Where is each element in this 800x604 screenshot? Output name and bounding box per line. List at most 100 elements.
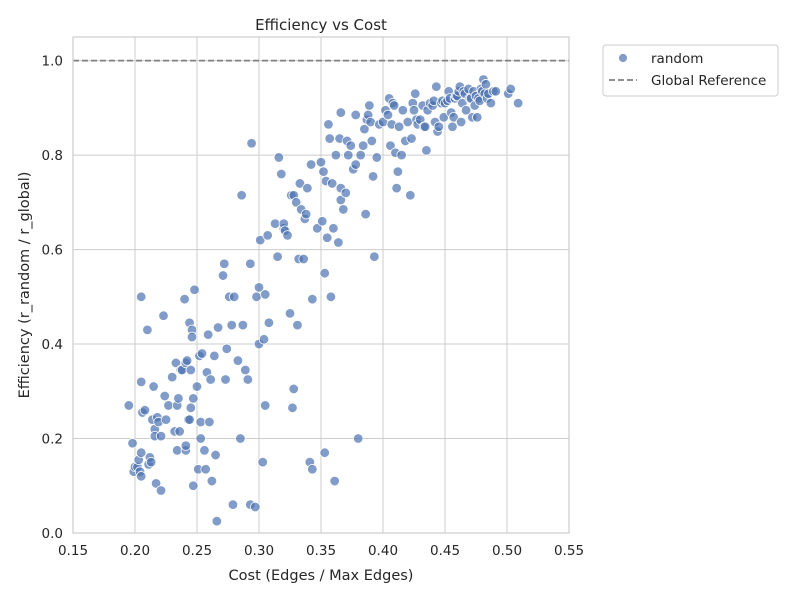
- data-point: [269, 218, 281, 229]
- data-point: [245, 258, 256, 269]
- data-point: [335, 194, 347, 206]
- data-point: [338, 204, 349, 215]
- data-point: [242, 374, 254, 385]
- data-point: [191, 381, 203, 392]
- data-point: [206, 475, 218, 487]
- data-point: [250, 501, 261, 513]
- data-point: [217, 270, 229, 281]
- data-point: [323, 119, 334, 130]
- data-point: [355, 149, 366, 161]
- data-point: [228, 291, 240, 303]
- data-point: [188, 480, 199, 491]
- data-point: [397, 105, 409, 116]
- data-point: [433, 121, 445, 132]
- data-point: [292, 319, 303, 331]
- data-point: [485, 97, 497, 109]
- data-point: [236, 190, 247, 201]
- data-point: [322, 232, 333, 243]
- data-point: [127, 438, 138, 449]
- data-point: [219, 258, 230, 269]
- x-tick-label: 0.45: [430, 543, 460, 559]
- data-point: [385, 140, 396, 151]
- data-point: [448, 112, 459, 123]
- data-point: [460, 105, 472, 116]
- data-point: [221, 343, 232, 354]
- data-point: [287, 402, 298, 414]
- legend-marker-random: [618, 53, 628, 63]
- data-point: [367, 171, 379, 182]
- data-point: [382, 109, 394, 121]
- legend: random Global Reference: [602, 44, 779, 97]
- data-points: [123, 74, 524, 527]
- data-point: [159, 390, 170, 402]
- data-point: [257, 456, 268, 468]
- data-point: [391, 182, 402, 194]
- data-point: [300, 208, 312, 220]
- data-point: [302, 182, 313, 194]
- data-point: [324, 133, 335, 144]
- data-point: [210, 449, 221, 461]
- data-point: [155, 430, 167, 442]
- data-point: [181, 355, 193, 366]
- data-point: [240, 364, 251, 376]
- data-point: [396, 149, 407, 161]
- data-point: [196, 348, 208, 359]
- data-point: [195, 433, 206, 444]
- x-tick-label: 0.55: [554, 543, 584, 559]
- data-point: [139, 404, 151, 416]
- data-point: [490, 86, 502, 97]
- data-point: [135, 291, 147, 303]
- data-point: [211, 515, 223, 527]
- x-tick-label: 0.25: [182, 543, 212, 559]
- data-point: [237, 319, 249, 331]
- data-point: [166, 371, 178, 383]
- data-point: [235, 433, 246, 444]
- data-point: [260, 289, 271, 300]
- data-point: [180, 440, 192, 451]
- y-tick-label: 0.4: [42, 337, 63, 353]
- data-point: [343, 149, 354, 161]
- data-point: [357, 140, 369, 151]
- data-point: [472, 112, 483, 123]
- data-point: [333, 237, 344, 248]
- x-tick-label: 0.40: [368, 543, 398, 559]
- data-point: [276, 168, 287, 180]
- data-point: [205, 374, 216, 385]
- data-point: [135, 376, 147, 388]
- x-tick-label: 0.50: [492, 543, 522, 559]
- x-axis-label: Cost (Edges / Max Edges): [229, 568, 414, 584]
- data-point: [369, 251, 380, 262]
- data-point: [317, 216, 328, 227]
- data-point: [326, 178, 338, 189]
- data-point: [480, 79, 492, 90]
- data-point: [174, 426, 185, 437]
- data-point: [185, 364, 197, 376]
- data-point: [123, 400, 135, 411]
- data-point: [291, 197, 302, 208]
- data-point: [350, 159, 361, 170]
- data-point: [255, 234, 266, 246]
- data-point: [388, 100, 400, 111]
- chart-title: Efficiency vs Cost: [255, 16, 387, 34]
- data-point: [319, 447, 330, 458]
- data-point: [402, 116, 414, 128]
- data-point: [325, 291, 337, 303]
- data-point: [135, 471, 147, 482]
- data-point: [171, 445, 183, 456]
- plot-frame: [72, 36, 570, 534]
- data-point: [366, 135, 378, 147]
- x-tick-labels: 0.15 0.20 0.25 0.30 0.35 0.40 0.45 0.50 0.55: [58, 543, 584, 559]
- data-point: [350, 109, 361, 121]
- data-point: [319, 267, 330, 279]
- data-point: [226, 319, 237, 331]
- data-point: [353, 433, 364, 444]
- data-point: [298, 253, 309, 265]
- y-tick-label: 1.0: [42, 54, 63, 70]
- x-tick-label: 0.20: [120, 543, 150, 559]
- data-point: [345, 140, 356, 151]
- legend-label-random: random: [651, 51, 703, 67]
- data-point: [195, 416, 206, 428]
- data-point: [212, 322, 224, 333]
- data-point: [328, 223, 339, 234]
